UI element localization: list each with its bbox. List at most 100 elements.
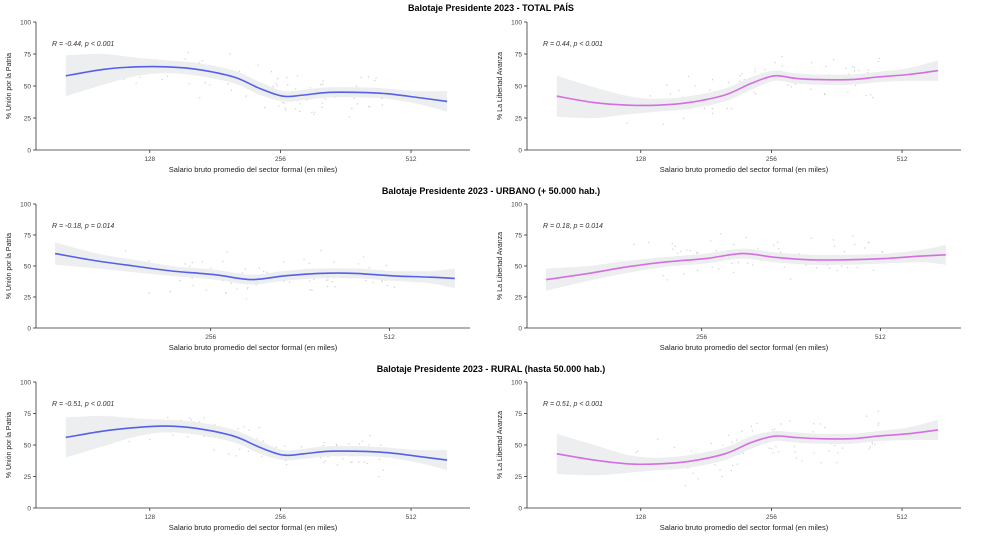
scatter-point xyxy=(213,449,215,451)
scatter-point xyxy=(825,65,827,68)
chart-urbano-union-por-la-patria: 0 25 50 75 100 256 512 Salario bruto promedio d… xyxy=(6,202,470,352)
scatter-point xyxy=(773,244,775,246)
scatter-point xyxy=(819,423,822,425)
scatter-point xyxy=(810,62,813,64)
scatter-point xyxy=(790,86,792,88)
y-tick-label: 50 xyxy=(515,264,523,271)
scatter-point xyxy=(673,446,676,449)
x-axis-label: Salario bruto promedio del sector formal… xyxy=(169,343,338,352)
scatter-point xyxy=(789,420,791,422)
scatter-point xyxy=(201,60,203,62)
scatter-point xyxy=(189,417,191,419)
scatter-point xyxy=(275,446,277,448)
scatter-point xyxy=(230,89,233,91)
scatter-point xyxy=(368,105,370,108)
scatter-point xyxy=(264,106,266,109)
scatter-point xyxy=(832,59,835,61)
scatter-point xyxy=(334,286,336,288)
correlation-annotation: R = -0.44, p < 0.001 xyxy=(52,41,114,48)
scatter-point xyxy=(237,428,239,430)
scatter-point xyxy=(694,85,696,87)
scatter-point xyxy=(378,458,381,460)
scatter-point xyxy=(308,262,310,264)
scatter-point xyxy=(309,289,311,291)
scatter-point xyxy=(335,443,337,445)
chart-urbano-la-libertad-avanza: 0 25 50 75 100 256 512 Salario bruto promedio d… xyxy=(497,202,961,352)
scatter-point xyxy=(836,461,838,464)
scatter-point xyxy=(772,452,774,454)
scatter-point xyxy=(369,106,371,108)
scatter-point xyxy=(228,453,230,455)
scatter-point xyxy=(881,251,883,253)
scatter-point xyxy=(167,416,169,419)
scatter-point xyxy=(795,457,798,459)
y-axis-label: % La Libertad Avanza xyxy=(497,232,504,300)
scatter-point xyxy=(858,69,860,72)
scatter-point xyxy=(368,267,370,269)
scatter-point xyxy=(275,82,277,85)
correlation-annotation: R = -0.18, p = 0.014 xyxy=(52,223,114,230)
scatter-point xyxy=(198,421,201,423)
x-axis-label: Salario bruto promedio del sector formal… xyxy=(660,343,829,352)
scatter-point xyxy=(854,243,856,246)
scatter-point xyxy=(378,475,380,478)
scatter-point xyxy=(169,290,172,293)
scatter-point xyxy=(203,435,205,438)
x-axis-label: Salario bruto promedio del sector formal… xyxy=(169,523,338,532)
scatter-point xyxy=(322,444,324,447)
y-tick-label: 0 xyxy=(27,326,31,333)
scatter-point xyxy=(771,429,774,431)
scatter-point xyxy=(731,441,733,443)
scatter-point xyxy=(284,107,286,109)
scatter-point xyxy=(139,76,141,78)
scatter-point xyxy=(166,75,169,78)
x-tick-label: 128 xyxy=(144,514,155,521)
scatter-point xyxy=(222,260,224,263)
scatter-point xyxy=(810,88,812,91)
scatter-point xyxy=(393,286,396,288)
scatter-point xyxy=(189,265,191,268)
scatter-point xyxy=(336,464,339,466)
scatter-point xyxy=(326,285,329,288)
scatter-point xyxy=(637,450,639,452)
scatter-point xyxy=(780,423,782,425)
scatter-point xyxy=(872,269,875,271)
scatter-point xyxy=(210,267,212,269)
scatter-point xyxy=(357,263,360,265)
y-tick-label: 100 xyxy=(511,20,522,27)
scatter-point xyxy=(366,462,368,465)
x-tick-label: 128 xyxy=(635,514,646,521)
scatter-point xyxy=(245,298,248,300)
scatter-point xyxy=(754,68,756,70)
scatter-point xyxy=(324,460,326,462)
confidence-band xyxy=(55,242,455,289)
scatter-point xyxy=(752,264,754,266)
y-tick-label: 0 xyxy=(518,506,522,513)
scatter-point xyxy=(672,248,674,250)
scatter-point xyxy=(697,478,699,480)
scatter-point xyxy=(238,70,241,72)
scatter-point xyxy=(227,83,229,85)
scatter-point xyxy=(874,443,876,445)
scatter-point xyxy=(188,83,190,85)
scatter-point xyxy=(257,64,259,66)
scatter-point xyxy=(148,260,150,262)
scatter-point xyxy=(336,444,338,447)
scatter-point xyxy=(266,271,268,274)
scatter-point xyxy=(756,422,758,424)
scatter-point xyxy=(286,76,288,79)
scatter-point xyxy=(353,97,355,100)
scatter-point xyxy=(261,455,263,457)
scatter-point xyxy=(283,261,285,263)
scatter-point xyxy=(832,239,835,241)
scatter-point xyxy=(350,461,352,464)
scatter-point xyxy=(715,250,718,252)
scatter-point xyxy=(323,461,325,464)
scatter-point xyxy=(657,438,659,440)
scatter-point xyxy=(311,111,313,114)
trend-line xyxy=(545,252,946,281)
scatter-point xyxy=(674,245,676,247)
scatter-point xyxy=(247,286,249,289)
scatter-point xyxy=(853,67,855,69)
scatter-point xyxy=(794,451,796,453)
